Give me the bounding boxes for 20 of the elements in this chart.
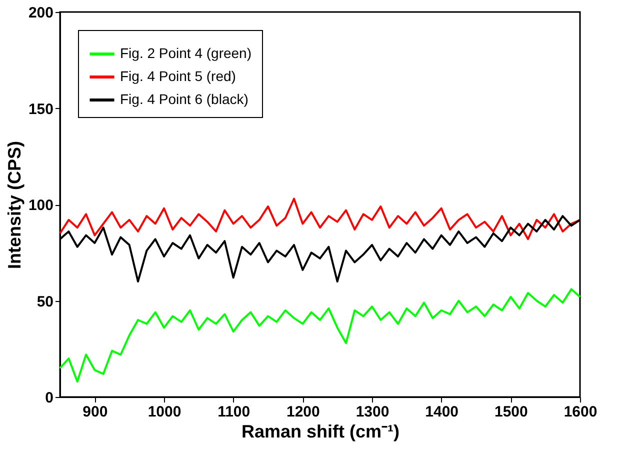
x-tick-label: 1400 (425, 404, 459, 420)
x-tick-label: 1200 (286, 404, 320, 420)
y-tick-label: 50 (36, 293, 54, 310)
legend-label: Fig. 2 Point 4 (green) (120, 45, 252, 61)
line-series (59, 198, 581, 240)
x-tick-label: 1000 (148, 404, 182, 420)
legend-label: Fig. 4 Point 6 (black) (120, 91, 248, 107)
x-tick-label: 1600 (564, 404, 598, 420)
y-tick-label: 200 (28, 4, 54, 22)
y-tick-label: 0 (45, 390, 54, 406)
y-axis-title: Intensity (CPS) (4, 140, 24, 270)
x-tick-label: 1300 (356, 404, 390, 420)
y-tick-label: 100 (28, 197, 54, 214)
x-tick-label: 1100 (218, 404, 250, 420)
x-tick-label: 900 (82, 404, 108, 420)
x-tick-label: 1500 (494, 404, 528, 420)
x-axis-title: Raman shift (cm⁻¹) (241, 422, 400, 442)
line-series (59, 288, 581, 383)
y-tick-label: 150 (28, 100, 54, 118)
legend-label: Fig. 4 Point 5 (red) (120, 68, 236, 84)
